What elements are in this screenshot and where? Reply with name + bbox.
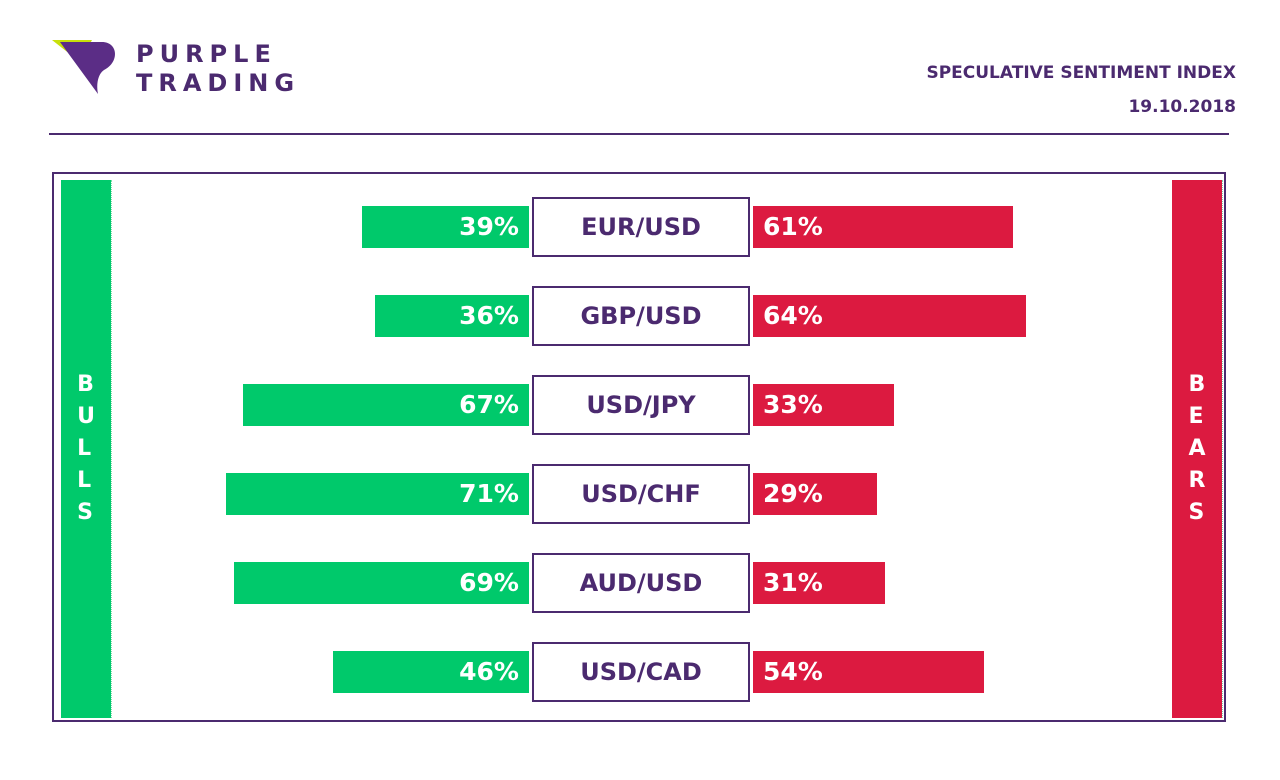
bears-label-letter: B: [1188, 372, 1206, 397]
bears-bar: 31%: [753, 562, 886, 604]
index-date: 19.10.2018: [1128, 97, 1236, 117]
chart-frame: [52, 172, 1226, 722]
brand-line-1: PURPLE: [136, 40, 277, 68]
purple-trading-logo: PURPLE TRADING: [52, 40, 312, 100]
header-info: SPECULATIVE SENTIMENT INDEX 19.10.2018: [926, 56, 1236, 124]
currency-pair-label: USD/CAD: [532, 642, 750, 702]
brand-line-2: TRADING: [136, 69, 301, 97]
bears-bar: 29%: [753, 473, 877, 515]
header-divider: [49, 133, 1229, 135]
bears-dotted-edge: [1222, 180, 1223, 718]
index-title: SPECULATIVE SENTIMENT INDEX: [926, 63, 1236, 83]
logo-mark-icon: [52, 40, 116, 94]
bears-label-letter: E: [1188, 404, 1204, 429]
bulls-label-letter: S: [77, 500, 93, 525]
bears-bar: 64%: [753, 295, 1027, 337]
currency-pair-label: GBP/USD: [532, 286, 750, 346]
sentiment-row: 36% GBP/USD 64%: [0, 286, 1280, 346]
bears-bar: 61%: [753, 206, 1014, 248]
bulls-bar: 69%: [234, 562, 529, 604]
bears-label-letter: S: [1188, 500, 1205, 525]
sentiment-row: 46% USD/CAD 54%: [0, 642, 1280, 702]
currency-pair-label: USD/JPY: [532, 375, 750, 435]
bulls-bar: 39%: [362, 206, 529, 248]
bears-label-letter: R: [1188, 468, 1206, 493]
sentiment-row: 69% AUD/USD 31%: [0, 553, 1280, 613]
bulls-label-letter: L: [77, 436, 92, 461]
brand-name: PURPLE TRADING: [136, 40, 300, 98]
bulls-bar: 36%: [375, 295, 529, 337]
bulls-label-letter: L: [77, 468, 92, 493]
sentiment-row: 71% USD/CHF 29%: [0, 464, 1280, 524]
sentiment-row: 39% EUR/USD 61%: [0, 197, 1280, 257]
bears-label-letter: A: [1188, 436, 1206, 461]
sentiment-row: 67% USD/JPY 33%: [0, 375, 1280, 435]
currency-pair-label: AUD/USD: [532, 553, 750, 613]
bulls-label-letter: B: [77, 372, 94, 397]
bears-bar: 33%: [753, 384, 894, 426]
currency-pair-label: USD/CHF: [532, 464, 750, 524]
bulls-bar: 71%: [225, 473, 529, 515]
bulls-label-letter: U: [77, 404, 95, 429]
bulls-bar: 67%: [242, 384, 529, 426]
currency-pair-label: EUR/USD: [532, 197, 750, 257]
bulls-bar: 46%: [332, 651, 529, 693]
bears-bar: 54%: [753, 651, 984, 693]
bulls-dotted-edge: [111, 180, 112, 718]
